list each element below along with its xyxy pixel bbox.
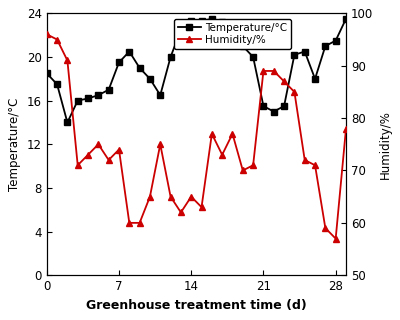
Humidity/% [168,195,173,199]
Humidity/% [199,205,204,209]
Temperature/°C [168,55,173,59]
Temperature/°C [189,19,194,23]
Humidity/% [75,163,80,167]
Humidity/% [261,69,266,73]
Humidity/% [313,163,318,167]
Line: Temperature/°C: Temperature/°C [44,16,349,125]
Temperature/°C [106,88,111,92]
Humidity/% [178,211,183,214]
Humidity/% [44,32,49,36]
Humidity/% [344,127,348,131]
Y-axis label: Humidity/%: Humidity/% [379,110,392,179]
Temperature/°C [148,77,152,81]
Humidity/% [230,132,235,136]
Temperature/°C [323,44,328,48]
X-axis label: Greenhouse treatment time (d): Greenhouse treatment time (d) [86,299,307,312]
Temperature/°C [302,50,307,53]
Humidity/% [96,142,101,146]
Temperature/°C [55,82,60,86]
Temperature/°C [75,99,80,102]
Legend: Temperature/°C, Humidity/%: Temperature/°C, Humidity/% [174,19,291,49]
Temperature/°C [344,17,348,21]
Humidity/% [302,158,307,162]
Temperature/°C [158,93,163,97]
Temperature/°C [137,66,142,70]
Y-axis label: Temperature/°C: Temperature/°C [8,98,21,191]
Temperature/°C [261,104,266,108]
Temperature/°C [96,93,101,97]
Humidity/% [148,195,152,199]
Humidity/% [220,153,224,157]
Humidity/% [189,195,194,199]
Temperature/°C [199,19,204,23]
Humidity/% [333,237,338,241]
Temperature/°C [86,97,90,100]
Humidity/% [271,69,276,73]
Temperature/°C [282,104,286,108]
Temperature/°C [220,20,224,24]
Temperature/°C [210,17,214,21]
Line: Humidity/%: Humidity/% [43,31,350,242]
Humidity/% [292,90,297,94]
Humidity/% [323,226,328,230]
Temperature/°C [271,110,276,114]
Temperature/°C [292,53,297,57]
Humidity/% [158,142,163,146]
Humidity/% [116,148,121,151]
Humidity/% [65,59,70,62]
Temperature/°C [178,28,183,32]
Temperature/°C [240,44,245,48]
Temperature/°C [230,28,235,32]
Temperature/°C [116,60,121,64]
Temperature/°C [251,55,256,59]
Temperature/°C [127,50,132,53]
Temperature/°C [333,39,338,43]
Humidity/% [127,221,132,225]
Temperature/°C [44,71,49,75]
Temperature/°C [313,77,318,81]
Humidity/% [55,38,60,42]
Humidity/% [251,163,256,167]
Humidity/% [282,79,286,83]
Humidity/% [86,153,90,157]
Humidity/% [240,169,245,172]
Humidity/% [210,132,214,136]
Temperature/°C [65,121,70,124]
Humidity/% [137,221,142,225]
Humidity/% [106,158,111,162]
